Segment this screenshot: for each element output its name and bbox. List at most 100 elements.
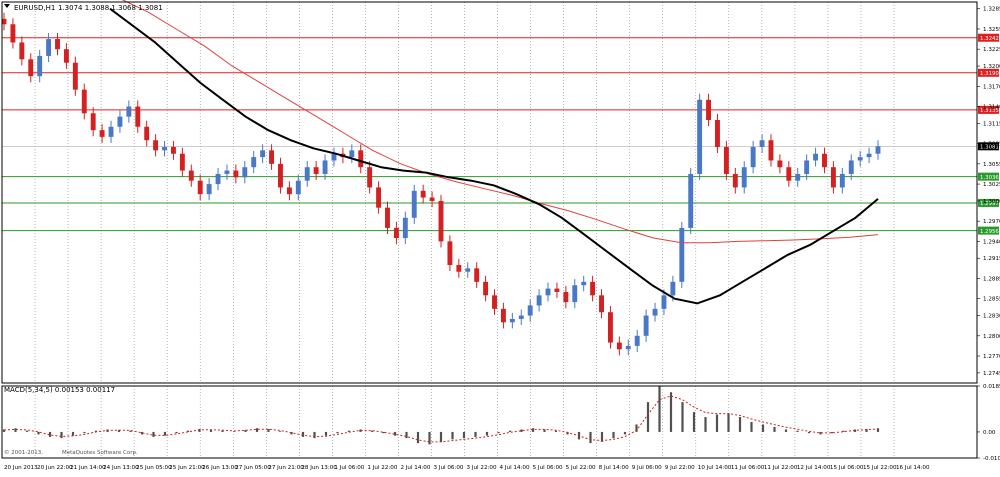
candle-body	[251, 157, 257, 168]
candle-body	[741, 167, 747, 188]
candle-body	[634, 335, 640, 346]
candle-body	[72, 62, 78, 90]
time-tick-label: 11 Jul 22:00	[764, 465, 798, 471]
price-tick-label: 1.3025	[983, 182, 1000, 188]
time-tick-label: 21 Jun 14:00	[70, 465, 106, 471]
level-tag-resistance	[978, 105, 999, 114]
price-tick-label: 1.3255	[983, 27, 1000, 33]
candle-body	[492, 295, 497, 309]
candle-body	[286, 187, 292, 195]
time-tick-label: 9 Jul 22:00	[665, 465, 695, 471]
time-tick-label: 28 Jun 13:00	[301, 465, 337, 471]
panel-frames	[1, 1, 978, 459]
candle-body	[590, 281, 596, 296]
time-tick-label: 27 Jun 21:00	[268, 465, 304, 471]
time-tick-label: 5 Jul 22:00	[566, 465, 596, 471]
candle-body	[857, 157, 863, 161]
candle-body	[304, 167, 310, 181]
candle-body	[367, 167, 373, 188]
candle-body	[278, 163, 283, 188]
price-tick-label: 1.2915	[983, 256, 1000, 262]
candle-body	[697, 99, 703, 174]
candle-body	[188, 170, 194, 181]
candle-body	[465, 268, 471, 272]
time-tick-label: 20 Jun 2013	[4, 465, 38, 471]
candle-body	[795, 173, 801, 181]
candle-body	[224, 170, 230, 174]
time-tick-label: 27 Jun 05:00	[235, 465, 271, 471]
time-tick-label: 9 Jul 06:00	[632, 465, 662, 471]
candle-body	[625, 345, 631, 350]
price-tick-label: 1.3000	[983, 199, 1000, 205]
candle-body	[599, 295, 604, 313]
candle-body	[750, 146, 756, 168]
candle-body	[536, 295, 542, 306]
candle-body	[822, 153, 827, 168]
price-axis: 1.32851.32551.32251.32001.31701.31401.31…	[977, 7, 1000, 377]
candle-body	[46, 39, 52, 56]
candle-body	[474, 268, 480, 282]
price-tick-label: 1.2745	[983, 371, 1000, 377]
candle-body	[777, 160, 783, 168]
candle-body	[313, 167, 319, 174]
price-tick-label: 1.2885	[983, 276, 1000, 282]
current-price-tag	[978, 142, 999, 151]
candle-body	[170, 146, 176, 154]
macd-signal-line	[3, 395, 879, 443]
candle-body	[518, 315, 524, 319]
macd-axis: 0.0185 0.00 -0.0105	[977, 384, 1000, 462]
time-tick-label: 15 Jul 06:00	[830, 465, 864, 471]
candle-body	[616, 342, 622, 350]
candle-body	[63, 49, 69, 63]
main-panel-frame	[1, 1, 978, 384]
candle-body	[813, 153, 819, 161]
candle-body	[688, 173, 694, 228]
candle-body	[135, 106, 141, 127]
candle-body	[839, 173, 845, 188]
moving-average-fast	[109, 7, 879, 305]
candle-body	[554, 288, 560, 292]
dropdown-arrow-icon[interactable]	[4, 4, 10, 8]
macd-tick-label: -0.0105	[983, 456, 1000, 462]
candle-body	[55, 39, 60, 50]
candle-body	[376, 187, 382, 208]
candle-body	[197, 180, 203, 195]
candle-body	[607, 312, 613, 343]
price-tick-label: 1.2855	[983, 297, 1000, 303]
price-tick-label: 1.3170	[983, 84, 1000, 90]
candle-body	[438, 200, 444, 242]
candle-body	[670, 281, 676, 296]
candle-body	[242, 167, 248, 178]
price-tick-label: 1.3225	[983, 47, 1000, 53]
candle-body	[420, 190, 426, 198]
level-tag-label: 1.2956	[980, 229, 999, 235]
candle-body	[715, 120, 720, 147]
candle-body	[144, 126, 150, 141]
price-tick-label: 1.2830	[983, 314, 1000, 320]
candle-body	[28, 59, 34, 77]
candle-body	[527, 305, 533, 316]
time-tick-label: 4 Jul 14:00	[500, 465, 530, 471]
level-tag-resistance	[978, 33, 999, 42]
price-tick-label: 1.2800	[983, 334, 1000, 340]
level-tag-label: 1.3242	[980, 36, 999, 42]
time-tick-label: 10 Jul 14:00	[698, 465, 732, 471]
candle-body	[393, 227, 399, 239]
time-tick-label: 25 Jun 21:00	[169, 465, 205, 471]
candle-body	[269, 150, 275, 164]
price-tick-label: 1.2770	[983, 354, 1000, 360]
moving-average-slow	[121, 0, 879, 244]
candle-body	[545, 288, 551, 296]
level-tag-label: 1.2997	[980, 201, 999, 207]
candle-body	[385, 207, 390, 228]
candle-body	[117, 116, 123, 127]
candle-body	[483, 281, 489, 296]
time-tick-label: 15 Jul 22:00	[863, 465, 897, 471]
macd-label: MACD(5,34,5) 0.00153 0.00117	[4, 386, 115, 394]
candle-body	[652, 308, 658, 316]
candle-body	[768, 140, 774, 161]
candle-body	[126, 106, 132, 117]
candle-body	[706, 99, 712, 121]
candle-body	[81, 89, 87, 114]
